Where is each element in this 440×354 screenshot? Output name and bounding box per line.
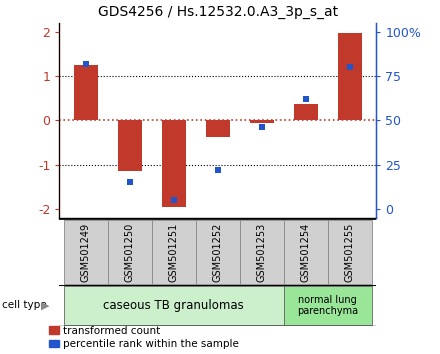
FancyBboxPatch shape bbox=[284, 286, 372, 325]
FancyBboxPatch shape bbox=[328, 220, 372, 284]
FancyBboxPatch shape bbox=[284, 220, 328, 284]
Bar bbox=[206, 120, 230, 137]
Legend: transformed count, percentile rank within the sample: transformed count, percentile rank withi… bbox=[49, 326, 238, 349]
Text: GSM501251: GSM501251 bbox=[169, 223, 179, 282]
Bar bbox=[338, 33, 362, 120]
Text: cell type: cell type bbox=[2, 300, 47, 310]
Text: normal lung
parenchyma: normal lung parenchyma bbox=[297, 295, 358, 316]
Text: GSM501253: GSM501253 bbox=[257, 223, 267, 282]
Bar bbox=[162, 120, 186, 207]
FancyBboxPatch shape bbox=[240, 220, 284, 284]
FancyBboxPatch shape bbox=[196, 220, 240, 284]
Title: GDS4256 / Hs.12532.0.A3_3p_s_at: GDS4256 / Hs.12532.0.A3_3p_s_at bbox=[98, 5, 338, 19]
Text: caseous TB granulomas: caseous TB granulomas bbox=[103, 299, 244, 312]
Text: GSM501255: GSM501255 bbox=[345, 223, 355, 282]
Text: ▶: ▶ bbox=[41, 300, 49, 310]
FancyBboxPatch shape bbox=[64, 220, 108, 284]
FancyBboxPatch shape bbox=[64, 286, 284, 325]
Text: GSM501252: GSM501252 bbox=[213, 223, 223, 282]
Bar bbox=[74, 65, 98, 120]
Text: GSM501250: GSM501250 bbox=[125, 223, 135, 282]
FancyBboxPatch shape bbox=[152, 220, 196, 284]
Bar bbox=[250, 120, 274, 122]
FancyBboxPatch shape bbox=[108, 220, 152, 284]
Bar bbox=[294, 104, 318, 120]
Bar bbox=[118, 120, 142, 171]
Text: GSM501254: GSM501254 bbox=[301, 223, 311, 282]
Text: GSM501249: GSM501249 bbox=[81, 223, 91, 282]
